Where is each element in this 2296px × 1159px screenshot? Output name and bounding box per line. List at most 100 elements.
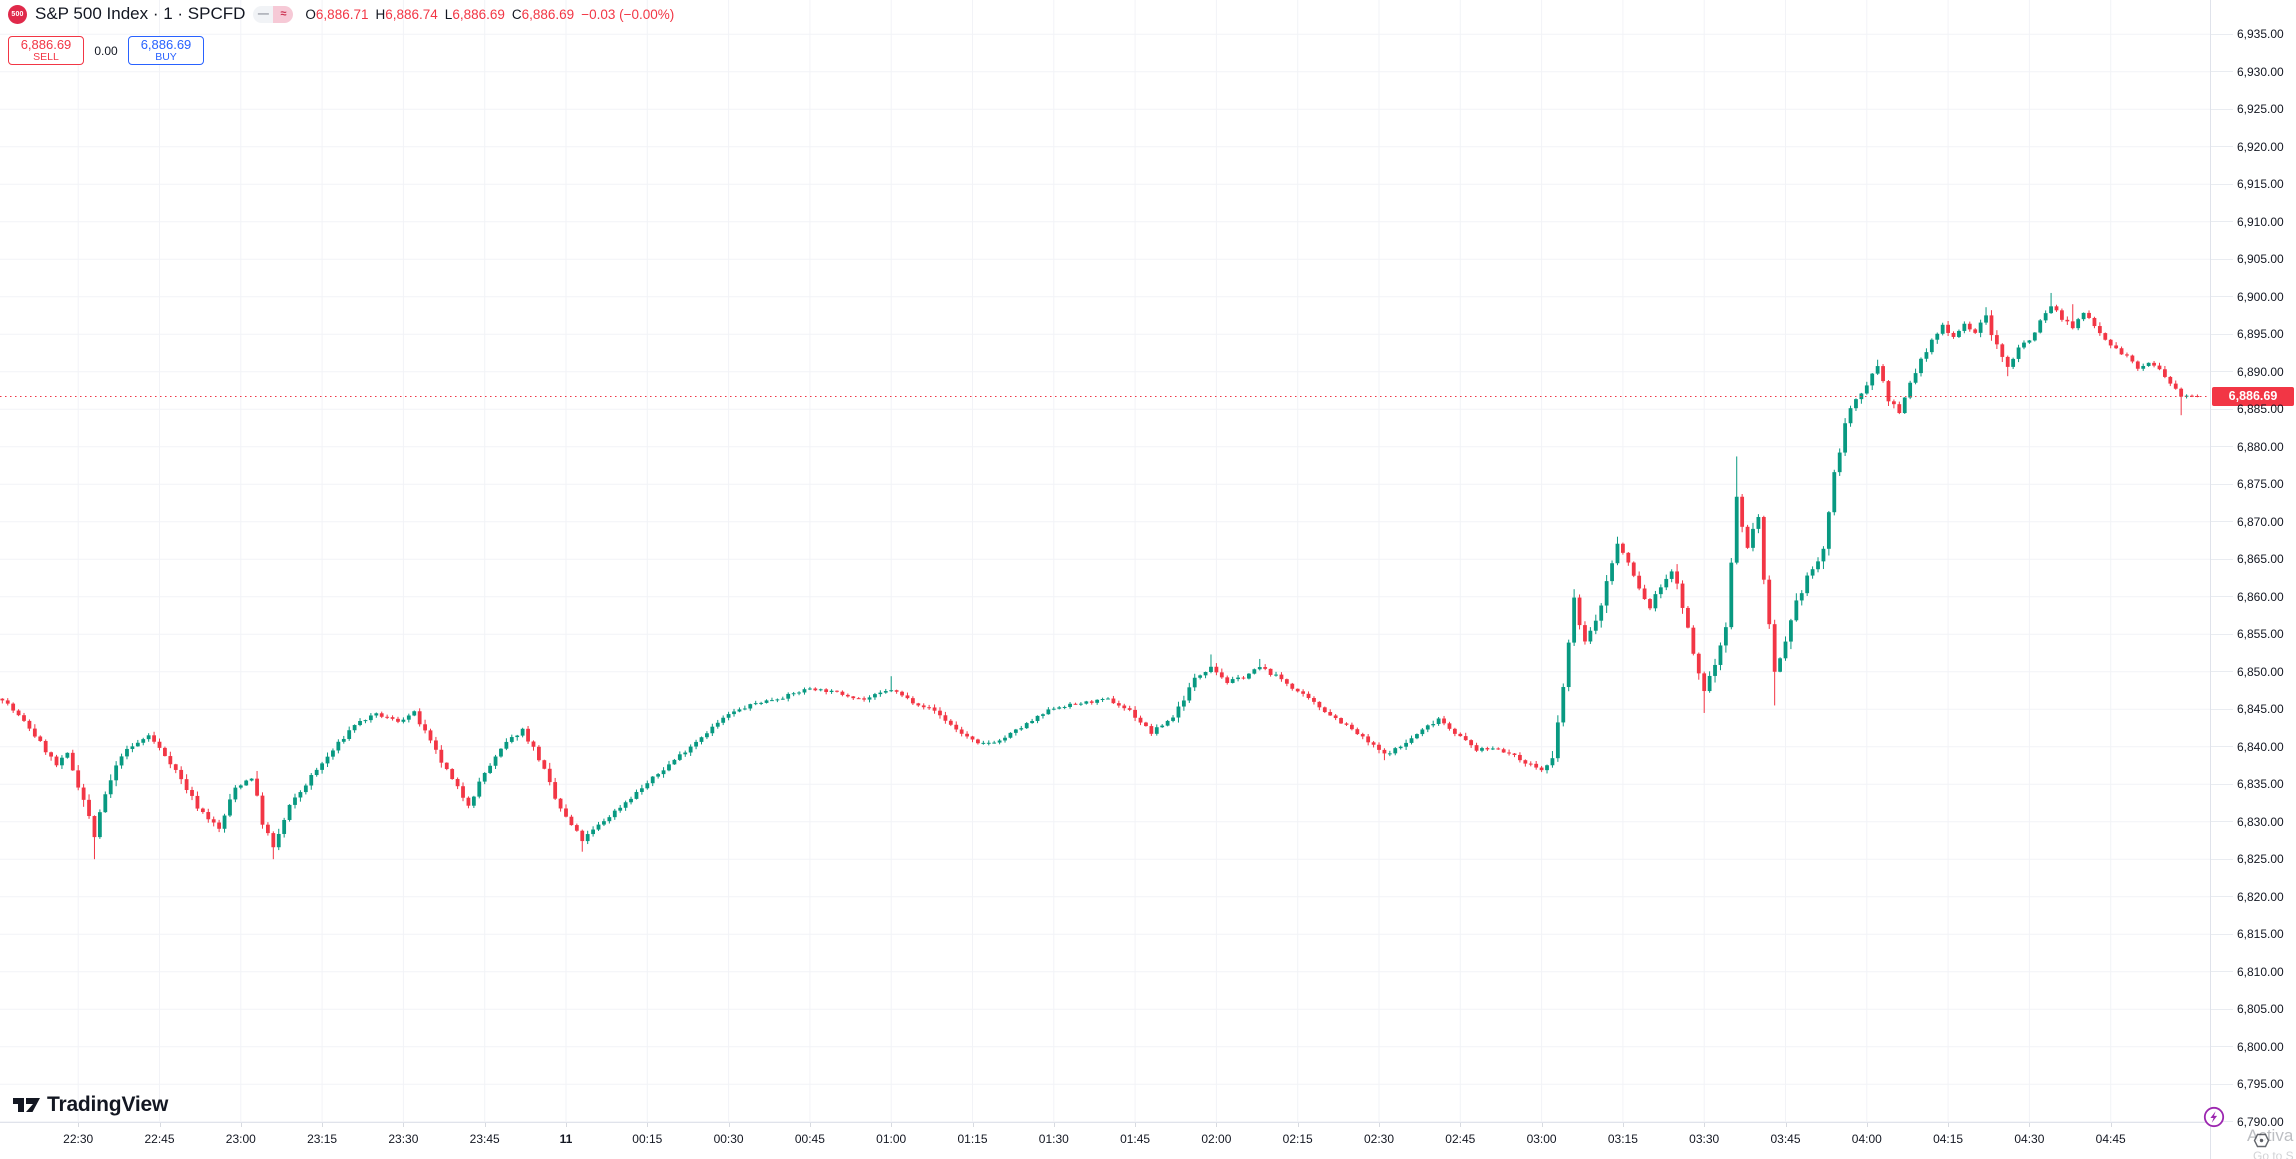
time-axis-label: 01:15: [957, 1132, 988, 1146]
price-axis-label: 6,865.00: [2237, 552, 2284, 567]
tradingview-logo[interactable]: TradingView: [13, 1093, 168, 1117]
price-axis-label: 6,840.00: [2237, 739, 2284, 754]
price-axis-label: 6,830.00: [2237, 814, 2284, 829]
time-tick: [728, 1123, 730, 1127]
buy-label: BUY: [155, 50, 177, 63]
price-tick: [2211, 71, 2233, 73]
time-axis-label: 04:30: [2014, 1132, 2045, 1146]
price-axis-label: 6,870.00: [2237, 514, 2284, 529]
time-tick: [1216, 1123, 1218, 1127]
time-axis-label: 04:15: [1933, 1132, 1964, 1146]
symbol-title[interactable]: S&P 500 Index · 1 · SPCFD: [35, 4, 246, 23]
price-axis-label: 6,915.00: [2237, 177, 2284, 192]
time-tick: [159, 1123, 161, 1127]
time-tick: [322, 1123, 324, 1127]
sell-label: SELL: [33, 50, 59, 63]
price-axis-label: 6,800.00: [2237, 1039, 2284, 1054]
price-axis-label: 6,920.00: [2237, 139, 2284, 154]
low-label: L: [444, 6, 453, 22]
buy-button[interactable]: 6,886.69 BUY: [128, 36, 204, 65]
price-tick: [2211, 1083, 2233, 1085]
time-tick: [484, 1123, 486, 1127]
price-tick: [2211, 146, 2233, 148]
time-axis-label: 04:00: [1851, 1132, 1882, 1146]
time-axis-label: 03:00: [1526, 1132, 1557, 1146]
price-tick: [2211, 933, 2233, 935]
time-axis-label: 00:15: [632, 1132, 663, 1146]
price-tick: [2211, 633, 2233, 635]
price-axis-label: 6,805.00: [2237, 1002, 2284, 1017]
price-axis-label: 6,795.00: [2237, 1077, 2284, 1092]
time-axis-label: 01:30: [1038, 1132, 1069, 1146]
time-axis-label: 02:30: [1363, 1132, 1395, 1146]
price-axis-label: 6,820.00: [2237, 889, 2284, 904]
market-status-pill[interactable]: — ≈: [253, 5, 294, 23]
price-tick: [2211, 446, 2233, 448]
ohlc-readout: O6,886.71 H6,886.74 L6,886.69 C6,886.69 …: [305, 7, 674, 22]
high-value: 6,886.74: [385, 6, 438, 22]
price-axis-label: 6,875.00: [2237, 477, 2284, 492]
price-axis-label: 6,815.00: [2237, 927, 2284, 942]
time-axis-label: 03:45: [1770, 1132, 1801, 1146]
price-axis-label: 6,890.00: [2237, 364, 2284, 379]
price-tick: [2211, 333, 2233, 335]
time-axis-label: 04:45: [2095, 1132, 2126, 1146]
price-axis-label: 6,900.00: [2237, 289, 2284, 304]
time-tick: [1704, 1123, 1706, 1127]
time-tick: [1541, 1123, 1543, 1127]
price-axis-label: 6,935.00: [2237, 27, 2284, 42]
price-axis-label: 6,850.00: [2237, 664, 2284, 679]
time-axis-label: 01:00: [876, 1132, 907, 1146]
price-tick: [2211, 33, 2233, 35]
high-label: H: [375, 6, 386, 22]
sp500-logo-icon: 500: [8, 4, 27, 24]
price-tick: [2211, 671, 2233, 673]
price-tick: [2211, 1046, 2233, 1048]
time-tick: [891, 1123, 893, 1127]
time-axis-label: 03:30: [1689, 1132, 1720, 1146]
price-axis-label: 6,930.00: [2237, 64, 2284, 79]
price-axis[interactable]: 6,886.69 6,935.00 6,930.00 6,925.00 6,920.0…: [2210, 0, 2296, 1159]
price-tick: [2211, 521, 2233, 523]
time-axis-label: 23:45: [469, 1132, 500, 1146]
dash-icon: —: [253, 5, 274, 23]
time-tick: [1785, 1123, 1787, 1127]
price-tick: [2211, 783, 2233, 785]
time-axis-label: 02:15: [1282, 1132, 1313, 1146]
time-axis-label: 22:45: [144, 1132, 175, 1146]
price-axis-label: 6,825.00: [2237, 852, 2284, 867]
price-axis-label: 6,810.00: [2237, 964, 2284, 979]
tradingview-logo-icon: [13, 1098, 40, 1112]
time-tick: [240, 1123, 242, 1127]
price-tick: [2211, 408, 2233, 410]
time-axis-label: 00:30: [713, 1132, 744, 1146]
time-axis[interactable]: 22:30 22:45 23:00 23:15 23:30 23:45 11 00:15 00:…: [0, 1122, 2210, 1159]
buy-price: 6,886.69: [140, 37, 192, 53]
price-tick: [2211, 296, 2233, 298]
spread-value: 0.00: [94, 43, 118, 58]
time-axis-label: 03:15: [1607, 1132, 1638, 1146]
current-price-badge: 6,886.69: [2212, 387, 2294, 407]
time-tick: [972, 1123, 974, 1127]
time-tick: [2110, 1123, 2112, 1127]
sell-button[interactable]: 6,886.69 SELL: [8, 36, 84, 65]
time-axis-label: 22:30: [63, 1132, 94, 1146]
time-axis-label: 23:00: [225, 1132, 256, 1146]
time-tick: [78, 1123, 80, 1127]
price-tick: [2211, 596, 2233, 598]
close-value: 6,886.69: [521, 6, 575, 22]
time-axis-label: 23:30: [388, 1132, 419, 1146]
approx-icon: ≈: [273, 5, 294, 23]
open-label: O: [305, 6, 316, 22]
price-axis-label: 6,855.00: [2237, 627, 2284, 642]
time-tick: [403, 1123, 405, 1127]
lightning-icon[interactable]: [2203, 1106, 2225, 1128]
price-axis-label: 6,885.00: [2237, 402, 2284, 417]
price-tick: [2211, 258, 2233, 260]
time-tick: [1297, 1123, 1299, 1127]
price-tick: [2211, 858, 2233, 860]
candlestick-series: [0, 292, 2200, 860]
time-tick: [566, 1123, 567, 1127]
price-chart-canvas[interactable]: [0, 0, 2210, 1122]
time-tick: [1135, 1123, 1137, 1127]
